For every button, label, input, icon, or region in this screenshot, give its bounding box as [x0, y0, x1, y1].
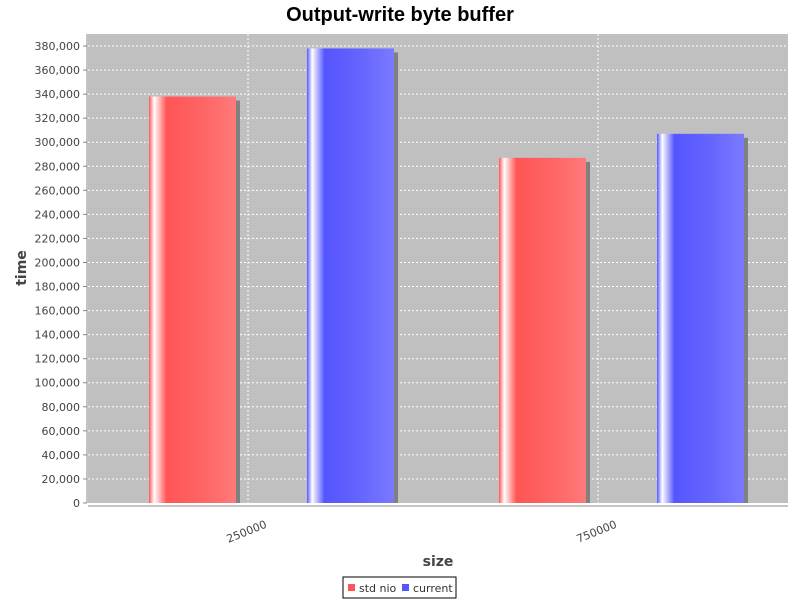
y-tick-label: 380,000 — [35, 40, 81, 53]
y-tick-label: 340,000 — [35, 88, 81, 101]
y-tick-label: 160,000 — [35, 305, 81, 318]
legend-box — [342, 576, 457, 599]
bar-current-250000 — [307, 48, 394, 503]
y-tick-label: 180,000 — [35, 281, 81, 294]
chart-title: Output-write byte buffer — [286, 4, 514, 26]
y-tick-label: 20,000 — [42, 473, 81, 486]
x-axis: 250000 750000 — [88, 505, 788, 546]
y-tick-label: 140,000 — [35, 329, 81, 342]
y-axis: 0 20,000 40,000 60,000 80,000 100,000 120,000 1… — [35, 34, 88, 510]
legend-swatch-std-nio — [348, 584, 355, 591]
y-tick-label: 200,000 — [35, 256, 81, 269]
y-tick-label: 300,000 — [35, 136, 81, 149]
y-tick-label: 0 — [73, 497, 80, 510]
x-tick-label: 750000 — [575, 518, 619, 546]
y-tick-label: 120,000 — [35, 353, 81, 366]
y-tick-label: 80,000 — [42, 401, 81, 414]
bar-std-nio-750000 — [499, 157, 586, 503]
y-tick-label: 240,000 — [35, 208, 81, 221]
bar-current-750000 — [657, 133, 744, 504]
bars — [149, 48, 748, 504]
x-tick-label: 250000 — [225, 518, 269, 546]
y-axis-label: time — [14, 250, 30, 286]
x-axis-label: size — [423, 554, 454, 570]
y-tick-label: 320,000 — [35, 112, 81, 125]
legend-label: std nio — [359, 582, 397, 595]
y-tick-label: 100,000 — [35, 377, 81, 390]
legend-label: current — [413, 582, 453, 595]
y-tick-label: 360,000 — [35, 64, 81, 77]
bar-std-nio-250000 — [149, 96, 236, 504]
y-tick-label: 260,000 — [35, 184, 81, 197]
legend: std nio current — [342, 576, 457, 599]
y-tick-label: 280,000 — [35, 160, 81, 173]
y-tick-label: 220,000 — [35, 232, 81, 245]
y-tick-label: 60,000 — [42, 425, 81, 438]
legend-swatch-current — [402, 584, 409, 591]
y-tick-label: 40,000 — [42, 449, 81, 462]
